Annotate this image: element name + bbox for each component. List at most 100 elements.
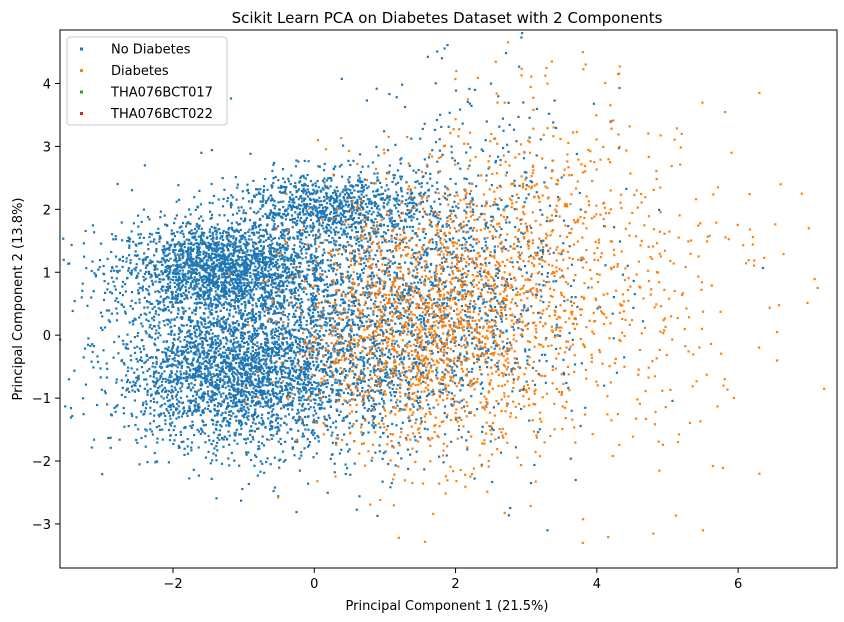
data-point bbox=[274, 380, 277, 383]
data-point bbox=[172, 414, 175, 417]
data-point bbox=[358, 393, 361, 397]
data-point bbox=[319, 241, 322, 244]
data-point bbox=[302, 349, 305, 352]
data-point bbox=[203, 377, 206, 380]
data-point bbox=[291, 366, 294, 369]
data-point bbox=[302, 350, 305, 353]
data-point bbox=[246, 397, 249, 400]
data-point bbox=[226, 271, 229, 274]
data-point bbox=[174, 259, 177, 262]
data-point bbox=[212, 341, 215, 344]
data-point bbox=[240, 287, 243, 290]
data-point bbox=[112, 238, 115, 241]
data-point bbox=[252, 245, 255, 248]
data-point bbox=[176, 297, 179, 300]
data-point bbox=[187, 276, 190, 279]
data-point bbox=[238, 422, 241, 425]
data-point bbox=[245, 370, 248, 373]
data-point bbox=[203, 285, 206, 288]
data-point bbox=[177, 282, 181, 285]
data-point bbox=[168, 422, 172, 425]
data-point bbox=[273, 345, 276, 348]
data-point bbox=[202, 295, 205, 298]
data-point bbox=[290, 281, 293, 284]
data-point bbox=[283, 297, 286, 300]
data-point bbox=[212, 324, 216, 328]
data-point bbox=[203, 232, 206, 235]
data-point bbox=[256, 345, 259, 348]
data-point bbox=[164, 270, 167, 273]
data-point bbox=[198, 301, 201, 305]
data-point bbox=[329, 365, 332, 369]
data-point bbox=[269, 397, 272, 400]
data-point bbox=[143, 348, 146, 351]
data-point bbox=[214, 241, 217, 245]
data-point bbox=[175, 398, 179, 401]
data-point bbox=[203, 275, 206, 278]
data-point bbox=[335, 293, 338, 296]
data-point bbox=[216, 249, 220, 252]
data-point bbox=[311, 390, 314, 393]
data-point bbox=[152, 240, 155, 243]
data-point bbox=[94, 275, 97, 278]
data-point bbox=[132, 319, 135, 323]
data-point bbox=[166, 393, 169, 396]
data-point bbox=[279, 424, 282, 427]
data-point bbox=[244, 319, 247, 322]
data-point bbox=[281, 306, 284, 309]
data-point bbox=[110, 312, 113, 315]
data-point bbox=[298, 324, 301, 327]
data-point bbox=[184, 310, 187, 313]
data-point bbox=[321, 273, 324, 276]
data-point bbox=[266, 290, 269, 293]
data-point bbox=[267, 389, 270, 392]
data-point bbox=[287, 322, 290, 325]
data-point bbox=[148, 261, 151, 265]
data-point bbox=[117, 301, 120, 304]
data-point bbox=[222, 438, 225, 441]
data-point bbox=[166, 348, 169, 351]
data-point bbox=[129, 340, 132, 343]
data-point bbox=[151, 260, 154, 263]
data-point bbox=[85, 267, 88, 270]
data-point bbox=[220, 273, 223, 276]
data-point bbox=[227, 457, 230, 460]
data-point bbox=[225, 308, 229, 311]
data-point bbox=[326, 259, 329, 262]
data-point bbox=[169, 403, 172, 406]
data-point bbox=[226, 259, 229, 262]
data-point bbox=[231, 368, 234, 371]
data-point bbox=[279, 231, 283, 234]
data-point bbox=[217, 366, 220, 369]
data-point bbox=[273, 310, 276, 313]
data-point bbox=[158, 278, 161, 281]
data-point bbox=[223, 264, 226, 267]
data-point bbox=[154, 381, 157, 384]
data-point bbox=[362, 338, 365, 341]
data-point bbox=[251, 380, 254, 384]
data-point bbox=[209, 313, 212, 316]
data-point bbox=[288, 377, 291, 380]
data-point bbox=[117, 335, 120, 338]
data-point bbox=[140, 220, 143, 223]
data-point bbox=[366, 287, 369, 290]
data-point bbox=[188, 316, 191, 319]
data-point bbox=[168, 301, 171, 304]
data-point bbox=[221, 331, 224, 334]
data-point bbox=[249, 249, 252, 252]
data-point bbox=[259, 272, 262, 275]
data-point bbox=[151, 307, 154, 310]
data-point bbox=[227, 423, 231, 426]
data-point bbox=[137, 377, 140, 380]
data-point bbox=[232, 315, 235, 318]
data-point bbox=[257, 299, 261, 302]
data-point bbox=[165, 254, 168, 258]
data-point bbox=[136, 331, 140, 335]
data-point bbox=[269, 276, 272, 279]
data-point bbox=[120, 303, 123, 306]
data-point bbox=[299, 377, 302, 380]
data-point bbox=[232, 332, 235, 335]
data-point bbox=[232, 282, 235, 285]
data-point bbox=[193, 288, 196, 291]
data-point bbox=[140, 366, 144, 369]
